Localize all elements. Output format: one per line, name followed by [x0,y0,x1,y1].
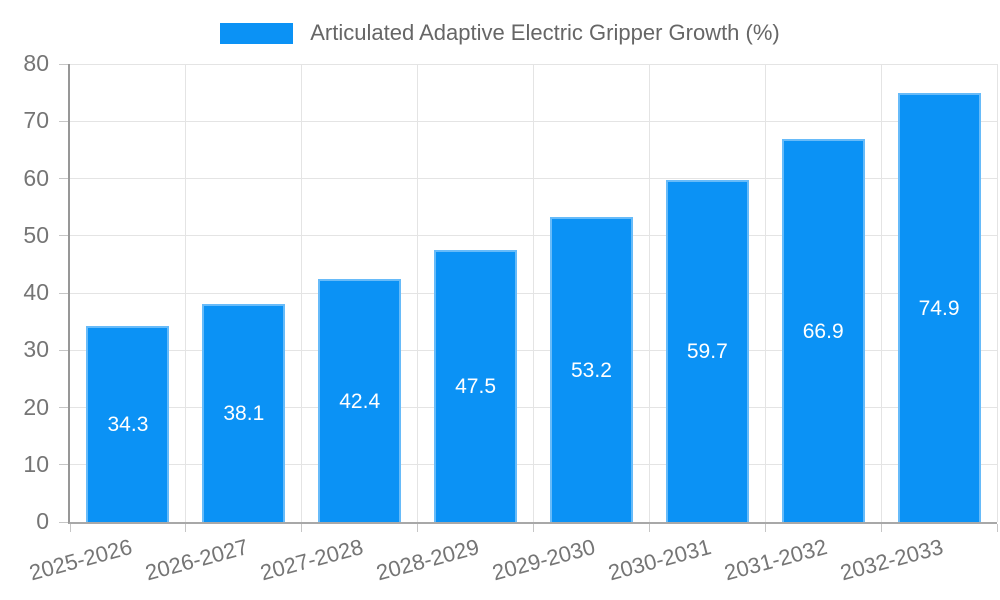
v-gridline [880,64,882,522]
bar-value-label: 42.4 [339,389,381,413]
bar: 74.9 [897,93,981,522]
y-tick-label: 30 [23,336,49,363]
bar-value-label: 74.9 [918,296,960,320]
x-axis-labels: 2025-2026 2026-2027 2027-2028 2028-2029 2029… [26,534,997,594]
legend-color-swatch [220,22,294,44]
y-tick-mark [59,178,68,179]
v-gridline [185,64,187,522]
bar: 42.4 [318,279,402,522]
x-category-label: 2026-2027 [142,534,251,586]
y-tick-label: 60 [23,164,49,191]
y-tick-mark [59,120,68,122]
v-gridline [648,64,650,522]
x-category-label: 2028-2029 [373,534,483,586]
x-tick-mark [996,524,998,532]
y-tick-mark [59,349,68,351]
bar: 38.1 [202,303,286,522]
x-tick-mark [185,524,187,532]
legend-series-label: Articulated Adaptive Electric Gripper Gr… [310,20,780,45]
bar-value-label: 34.3 [107,412,149,436]
y-tick-label: 50 [23,221,49,248]
bar-value-label: 53.2 [571,358,612,382]
plot-area: 34.3 38.1 42.4 47.5 53.2 59.7 66.9 74.9 0 10 20 30… [23,50,998,534]
v-gridline [764,64,766,522]
v-gridline [533,64,534,522]
y-tick-label: 10 [23,450,49,477]
v-gridline [417,64,419,522]
y-tick-label: 80 [23,49,49,76]
legend-item[interactable]: Articulated Adaptive Electric Gripper Gr… [220,20,780,46]
x-category-label: 2031-2032 [721,534,830,586]
v-gridline [301,64,303,522]
y-tick-mark [59,521,68,523]
bar-value-label: 59.7 [686,340,728,364]
y-tick-mark [59,292,68,294]
x-category-label: 2030-2031 [605,534,714,586]
x-tick-mark [69,524,71,532]
bar-value-label: 38.1 [223,401,265,425]
bar: 59.7 [665,180,749,522]
y-tick-mark [59,407,68,408]
bar: 53.2 [549,217,633,522]
v-gridline [996,64,998,522]
y-tick-label: 40 [23,278,49,305]
y-tick-mark [59,464,68,466]
y-tick-label: 20 [23,393,49,420]
x-category-label: 2029-2030 [489,534,598,586]
x-category-label: 2025-2026 [26,534,135,586]
bar: 34.3 [86,325,170,522]
y-tick-label: 0 [36,507,49,534]
bar-value-label: 47.5 [455,375,496,399]
x-tick-mark [417,524,419,532]
bar: 47.5 [434,250,518,522]
x-tick-mark [648,524,650,532]
chart-legend: Articulated Adaptive Electric Gripper Gr… [0,20,1000,46]
x-tick-mark [764,524,766,532]
bar-value-label: 66.9 [802,319,844,343]
x-tick-mark [880,524,882,532]
x-category-label: 2027-2028 [258,534,367,586]
bar: 66.9 [781,139,865,522]
x-tick-mark [533,524,534,532]
x-tick-mark [301,524,303,532]
y-tick-label: 70 [23,107,49,134]
y-tick-mark [59,63,68,65]
x-category-label: 2032-2033 [837,534,946,586]
y-tick-mark [59,235,68,237]
